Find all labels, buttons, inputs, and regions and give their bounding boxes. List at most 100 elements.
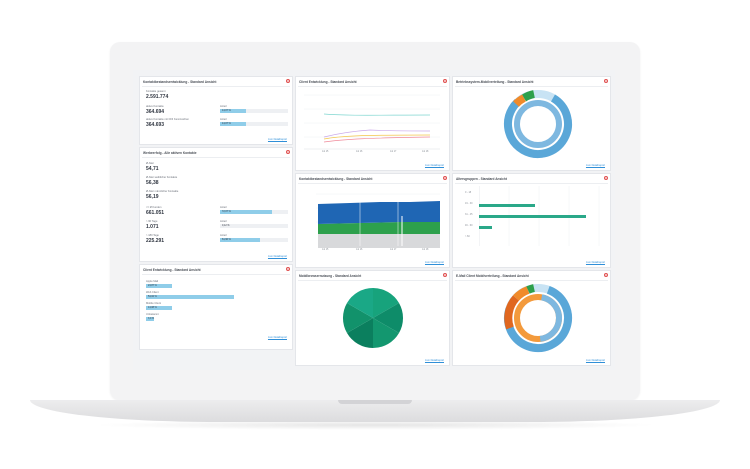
pie-slice: [342, 303, 373, 333]
share-bar-value: 14,07 %: [222, 122, 231, 125]
age-bar-chart: [479, 186, 600, 246]
client-share-bar: [146, 284, 172, 288]
client-label: Web Client: [146, 291, 159, 294]
x-tick: Jul 16: [356, 150, 363, 153]
betriebssystem-panel: Betriebssystem-Mobilverteilung - Standar…: [452, 76, 611, 171]
panel-title: Kontaktbestandsentwicklung - Standard An…: [299, 177, 373, 181]
row-label: Ø Alter männlicher Kontakte: [146, 190, 179, 193]
bar-caption: Anteil: [220, 234, 227, 237]
row-value: 364.693: [146, 122, 165, 128]
row-value: 56,38: [146, 180, 159, 186]
close-icon[interactable]: ×: [604, 79, 608, 83]
panel-divider: [455, 183, 608, 184]
client-share-bar: [146, 295, 234, 299]
x-tick: Jul 15: [322, 150, 329, 153]
row-label: > 90 Tage: [146, 220, 158, 223]
panel-title: Altersgruppen - Standard Ansicht: [456, 177, 507, 181]
client-label: Mobile Client: [146, 302, 161, 305]
client-share-value: 54,02 %: [148, 295, 157, 298]
row-label: aktive Kontakte mit DOI Kennzeichen: [146, 118, 189, 121]
row-label: Ø Alter weiblicher Kontakte: [146, 176, 178, 179]
panel-title: Kontaktbestandsentwicklung - Standard An…: [143, 80, 217, 84]
panel-divider: [142, 157, 290, 158]
area-series: [318, 222, 440, 234]
row-label: Kontakte gesamt: [146, 90, 166, 93]
panel-divider: [142, 274, 290, 275]
panel-title: Client Entwicklung - Standard Ansicht: [299, 80, 357, 84]
bar-caption: Anteil: [220, 206, 227, 209]
panel-title: Client Entwicklung - Standard Ansicht: [143, 268, 201, 272]
age-bar: [479, 226, 492, 229]
pie-slice: [347, 318, 373, 348]
close-icon[interactable]: ×: [286, 267, 290, 271]
detail-report-link[interactable]: zum Detailreport: [267, 255, 287, 258]
donut-chart: [504, 284, 572, 352]
close-icon[interactable]: ×: [604, 176, 608, 180]
detail-report-link[interactable]: zum Detailreport: [424, 261, 444, 264]
row-label: > 180 Tage: [146, 234, 159, 237]
client-label: Apple Mail: [146, 280, 159, 283]
kontaktbestand-panel: Kontaktbestandsentwicklung - Standard An…: [139, 76, 293, 145]
close-icon[interactable]: ×: [286, 79, 290, 83]
close-icon[interactable]: ×: [443, 273, 447, 277]
close-icon[interactable]: ×: [443, 79, 447, 83]
close-icon[interactable]: ×: [604, 273, 608, 277]
close-icon[interactable]: ×: [443, 176, 447, 180]
donut-segment: [513, 286, 530, 301]
pie-slice: [373, 288, 399, 318]
detail-report-link[interactable]: zum Detailreport: [585, 261, 605, 264]
panel-divider: [298, 280, 447, 281]
line-series: [323, 134, 431, 140]
client-entwicklung-chart-panel: Client Entwicklung - Standard Ansicht × …: [295, 76, 450, 171]
detail-report-link[interactable]: zum Detailreport: [267, 336, 287, 339]
row-label: <= Ø Kunden: [146, 206, 162, 209]
panel-divider: [142, 86, 290, 87]
client-share-value: 3,0 %: [148, 317, 155, 320]
x-tick: Jul 15: [322, 248, 329, 251]
line-series: [323, 113, 431, 116]
x-tick: Jul 17: [390, 248, 397, 251]
email-client-panel: E-Mail Client Mobilverteilung - Standard…: [452, 270, 611, 366]
line-series: [323, 136, 431, 143]
donut-segment: [513, 94, 526, 107]
client-entwicklung-list-panel: Client Entwicklung - Standard Ansicht × …: [139, 264, 293, 350]
detail-report-link[interactable]: zum Detailreport: [585, 164, 605, 167]
y-tick: 19 - 30: [465, 202, 473, 205]
pie-slice: [373, 303, 404, 333]
row-label: Ø Alter: [146, 162, 154, 165]
row-value: 2.591.774: [146, 94, 169, 100]
y-tick: 46 - 60: [465, 224, 473, 227]
panel-divider: [455, 86, 608, 87]
dashboard-screen: Kontaktbestandsentwicklung - Standard An…: [133, 70, 615, 370]
mobilbrowser-panel: Mobilbrowsernutzung - Standard Ansicht ×…: [295, 270, 450, 366]
panel-title: Werbeerfolg - Alle aktiven Kontakte: [143, 151, 197, 155]
client-label: Unbekannt: [146, 313, 159, 316]
share-bar-fill: [220, 109, 246, 113]
x-tick: Jul 17: [390, 150, 397, 153]
age-bar: [479, 204, 535, 207]
close-icon[interactable]: ×: [286, 150, 290, 154]
area-series: [318, 201, 440, 224]
laptop-shadow: [90, 420, 660, 430]
line-series: [323, 129, 431, 138]
detail-report-link[interactable]: zum Detailreport: [267, 138, 287, 141]
share-bar-value: 14,07 %: [222, 109, 231, 112]
pie-slice: [373, 318, 399, 348]
share-bar-value: 72,07 %: [222, 210, 231, 213]
client-share-value: 24,87 %: [148, 284, 157, 287]
donut-chart: [504, 90, 572, 158]
detail-report-link[interactable]: zum Detailreport: [424, 164, 444, 167]
detail-report-link[interactable]: zum Detailreport: [424, 359, 444, 362]
bar-caption: Anteil: [220, 220, 227, 223]
x-tick: Jul 18: [422, 150, 429, 153]
stacked-area-chart: [316, 193, 440, 248]
row-value: 56,19: [146, 194, 159, 200]
share-bar-fill: [220, 122, 246, 126]
y-tick: 31 - 45: [465, 213, 473, 216]
detail-report-link[interactable]: zum Detailreport: [585, 359, 605, 362]
y-tick: 0 - 18: [465, 191, 472, 194]
area-series: [318, 234, 440, 248]
row-value: 225.291: [146, 238, 165, 244]
panel-title: E-Mail Client Mobilverteilung - Standard…: [456, 274, 529, 278]
row-value: 54,71: [146, 166, 159, 172]
